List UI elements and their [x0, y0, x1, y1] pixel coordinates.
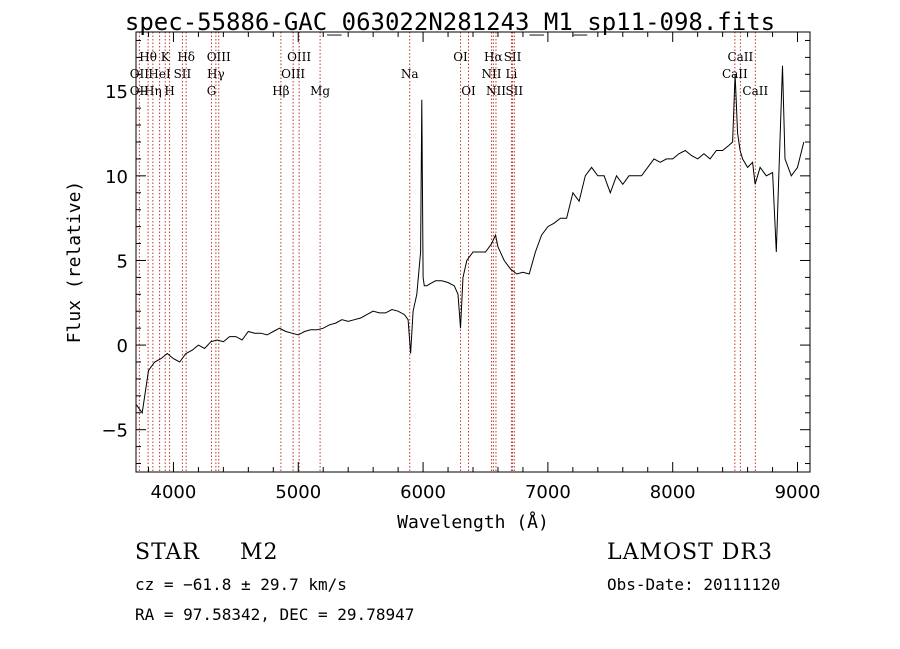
x-tick-label: 9000	[775, 482, 821, 503]
line-label-oiii: OIII	[281, 67, 305, 81]
line-label-h: H	[164, 84, 174, 98]
line-label-nii: NII	[481, 67, 501, 81]
line-label-li: Li	[506, 67, 518, 81]
velocity-readout: cz = −61.8 ± 29.7 km/s	[135, 575, 347, 594]
y-tick-label: 5	[117, 251, 128, 272]
line-label-caii: CaII	[727, 50, 753, 64]
x-axis-title: Wavelength (Å)	[397, 511, 549, 533]
x-tick-label: 4000	[151, 482, 197, 503]
line-label-hα: Hα	[484, 50, 503, 64]
emission-line-markers	[138, 32, 756, 472]
line-label-k: K	[161, 50, 171, 64]
y-tick-label: 10	[105, 167, 128, 188]
object-class: STAR	[135, 540, 200, 565]
coordinates: RA = 97.58342, DEC = 29.78947	[135, 605, 415, 624]
line-label-na: Na	[401, 67, 419, 81]
line-label-oi: OI	[461, 84, 476, 98]
line-label-sii: SII	[505, 84, 523, 98]
x-tick-label: 5000	[275, 482, 321, 503]
y-axis-ticks: −5 0 5 10 15	[101, 39, 810, 465]
line-label-hei: HeI	[148, 67, 171, 81]
line-label-hη: Hη	[144, 84, 162, 98]
line-label-nii: NII	[486, 84, 506, 98]
line-label-sii: SII	[174, 67, 192, 81]
x-tick-label: 8000	[650, 482, 696, 503]
x-tick-label: 6000	[400, 482, 446, 503]
line-label-hθ: Hθ	[139, 50, 157, 64]
obs-date: Obs-Date: 20111120	[607, 575, 781, 594]
line-label-hδ: Hδ	[177, 50, 195, 64]
object-subclass: M2	[240, 540, 279, 565]
y-axis-title: Flux (relative)	[64, 181, 85, 344]
spectrum-series-line	[135, 65, 805, 415]
line-label-hβ: Hβ	[272, 84, 289, 98]
y-tick-label: 15	[105, 82, 128, 103]
chart-title: spec-55886-GAC_063022N281243_M1_sp11-098…	[124, 8, 776, 36]
y-tick-label: −5	[101, 421, 128, 442]
line-label-caii: CaII	[722, 67, 748, 81]
y-tick-label: 0	[117, 336, 128, 357]
line-label-oiii: OIII	[207, 50, 231, 64]
line-label-caii: CaII	[742, 84, 768, 98]
line-label-hγ: Hγ	[207, 67, 225, 81]
line-label-mg: Mg	[310, 84, 330, 98]
line-label-sii: SII	[504, 50, 522, 64]
line-label-oi: OI	[453, 50, 468, 64]
x-axis-ticks: 4000 5000 6000 7000 8000 9000	[147, 32, 821, 503]
line-label-oiii: OIII	[287, 50, 311, 64]
survey-name: LAMOST DR3	[607, 540, 773, 565]
line-label-g: G	[207, 84, 217, 98]
x-tick-label: 7000	[525, 482, 571, 503]
